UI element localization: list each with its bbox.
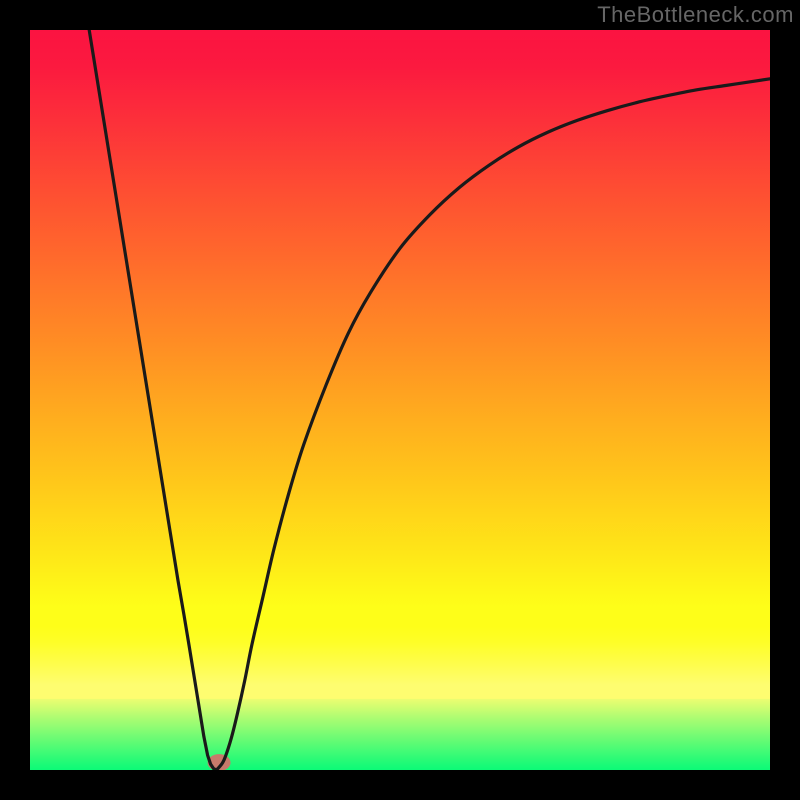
plot-background (30, 30, 770, 770)
frame-left (0, 0, 30, 800)
chart-svg (0, 0, 800, 800)
watermark-text: TheBottleneck.com (597, 2, 794, 28)
chart-stage: TheBottleneck.com (0, 0, 800, 800)
frame-bottom (0, 770, 800, 800)
frame-right (770, 0, 800, 800)
